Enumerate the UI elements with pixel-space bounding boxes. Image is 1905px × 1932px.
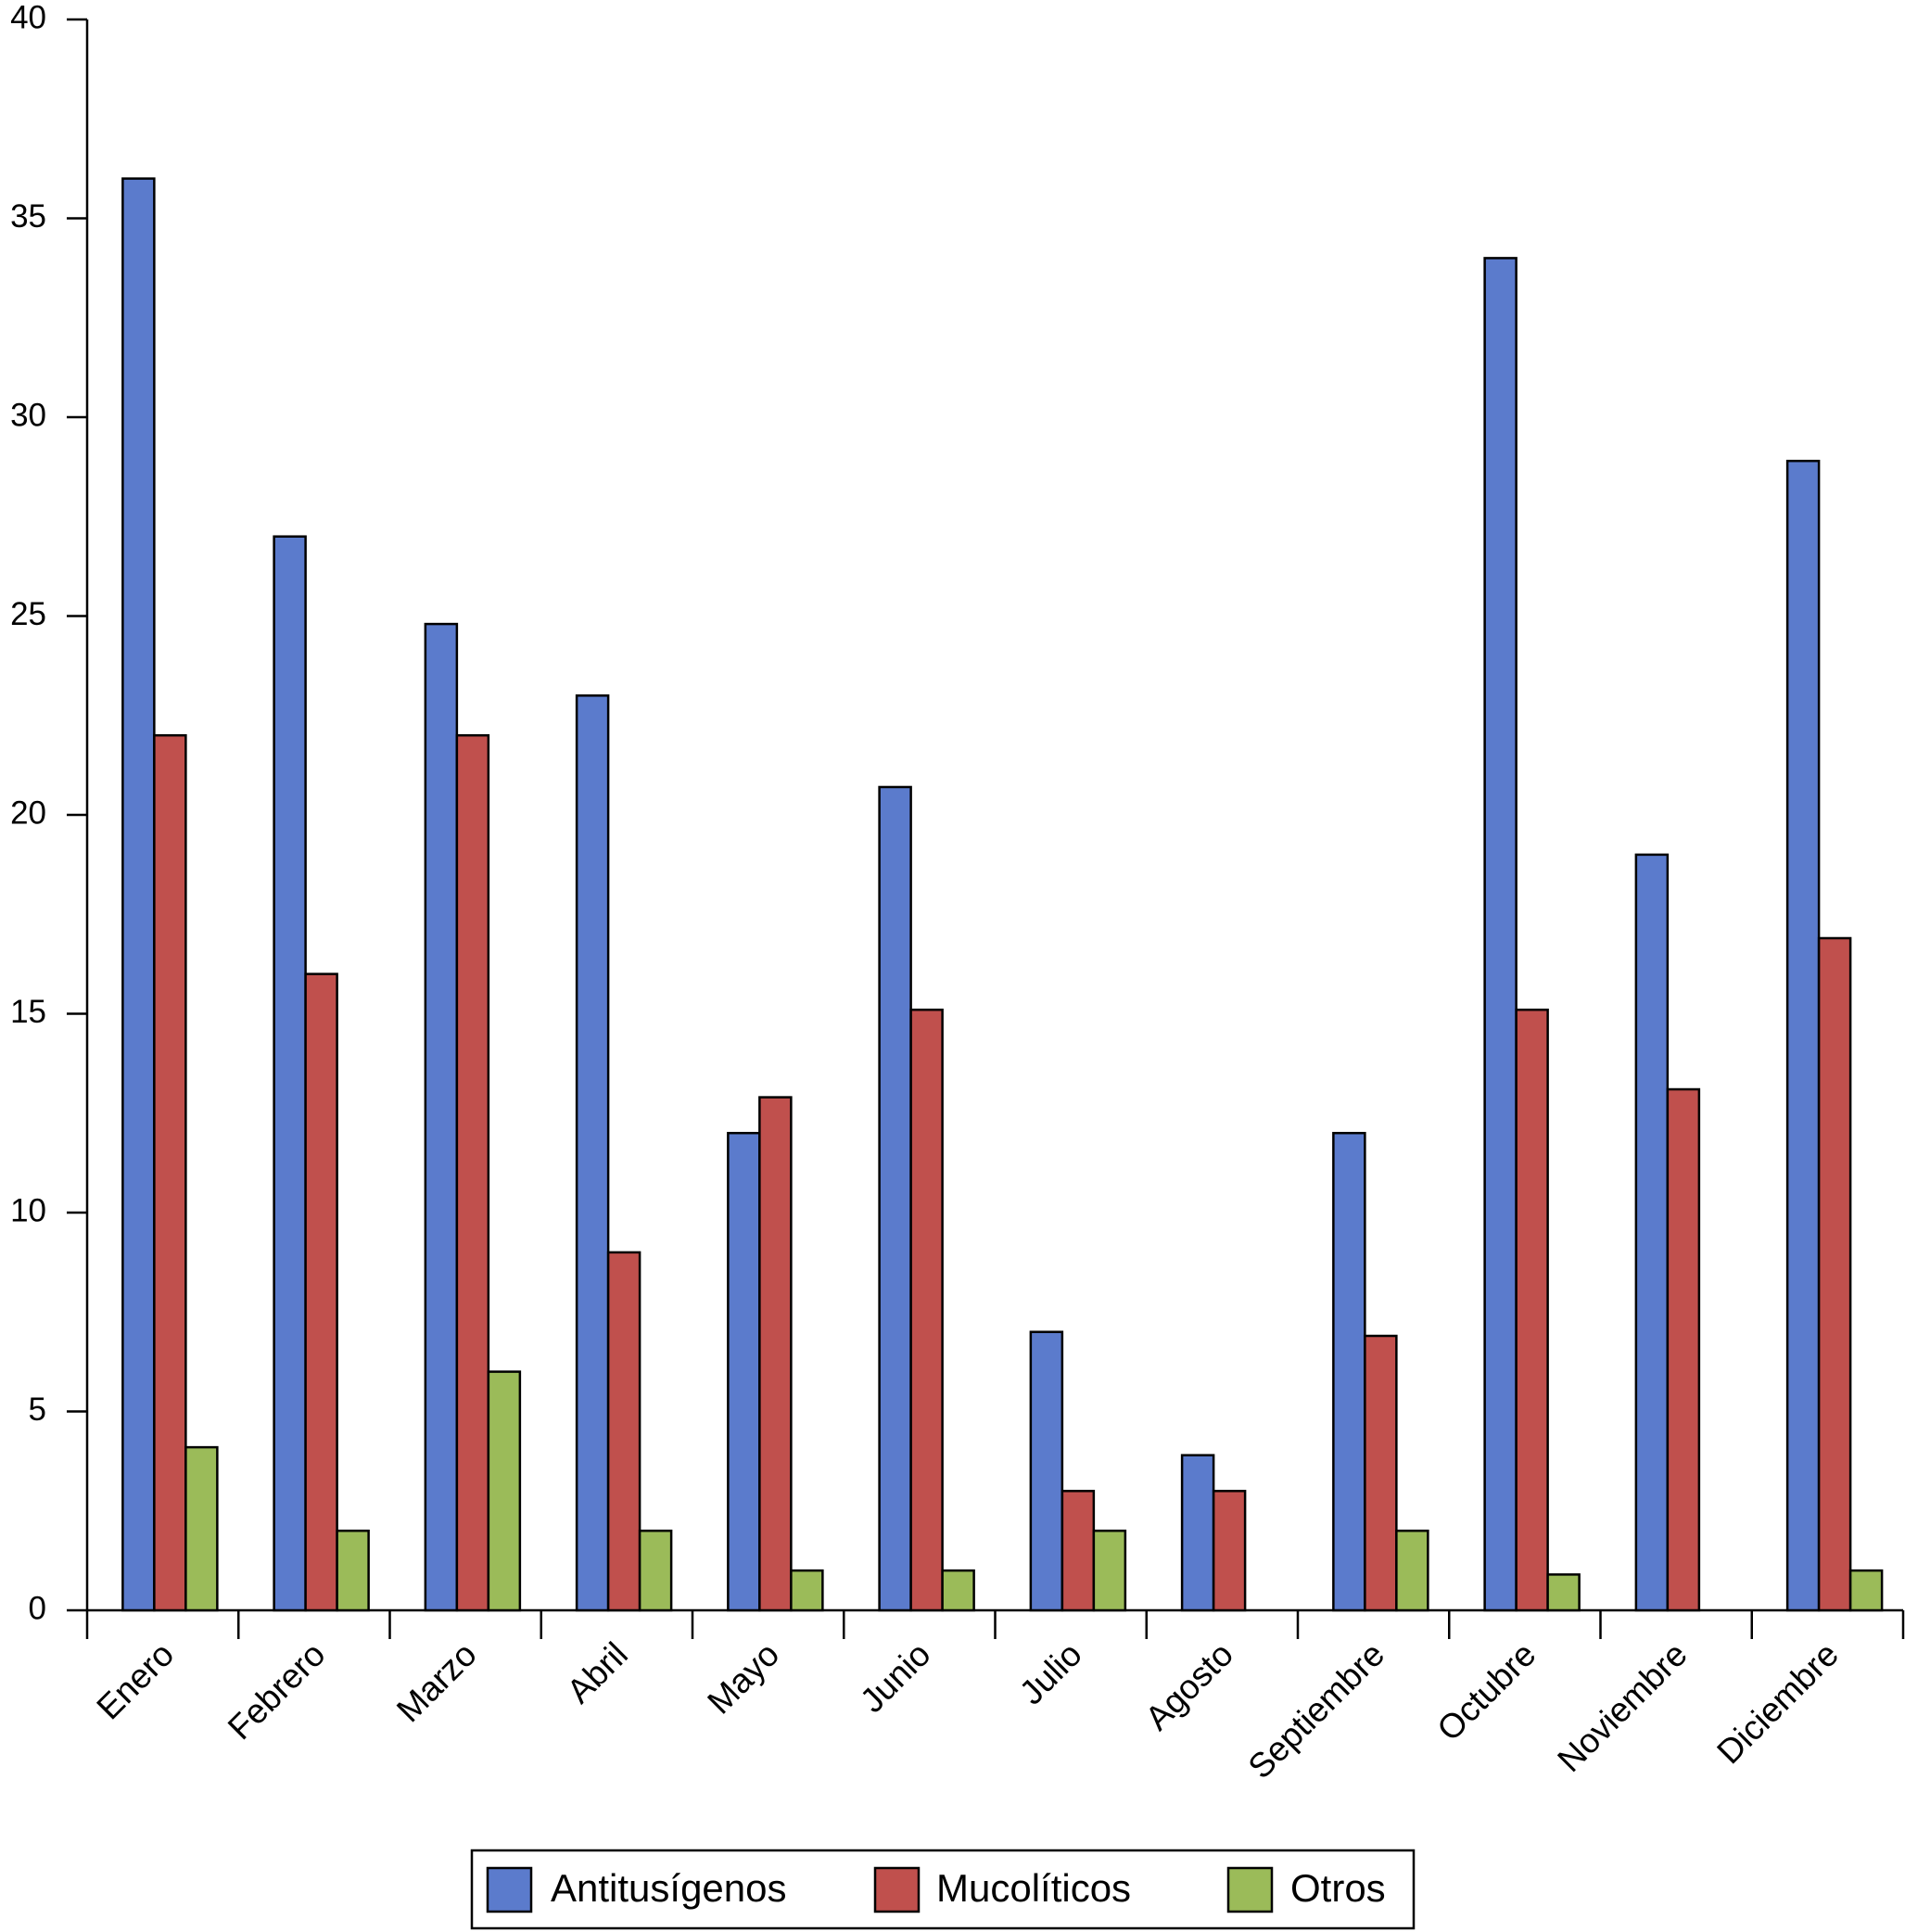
bar <box>1395 1529 1429 1612</box>
y-tick-label: 35 <box>10 198 46 235</box>
bar <box>790 1569 824 1612</box>
bar <box>1785 459 1821 1612</box>
y-tick-label: 0 <box>29 1590 46 1626</box>
x-tick-label: Junio <box>853 1635 938 1721</box>
x-tick-label: Noviembre <box>1550 1635 1694 1779</box>
x-tick-label: Mayo <box>700 1635 786 1722</box>
bar <box>1848 1569 1884 1612</box>
y-tick-label: 10 <box>10 1192 46 1228</box>
x-tick-label: Septiembre <box>1240 1635 1391 1786</box>
legend-swatch <box>1226 1866 1274 1913</box>
bar <box>1212 1490 1247 1612</box>
x-tick-label: Enero <box>89 1635 181 1727</box>
bar <box>1180 1454 1215 1612</box>
y-tick-label: 5 <box>29 1392 46 1428</box>
bar <box>878 785 912 1612</box>
x-tick-label: Agosto <box>1138 1635 1240 1737</box>
bar <box>1817 936 1852 1612</box>
y-tick-label: 40 <box>10 0 46 35</box>
legend-label: Antitusígenos <box>551 1866 787 1910</box>
bar <box>1666 1087 1701 1612</box>
bar <box>606 1251 641 1612</box>
bar <box>1634 853 1670 1612</box>
y-tick-label: 25 <box>10 596 46 632</box>
bar <box>184 1445 219 1612</box>
x-tick-label: Abril <box>560 1635 635 1710</box>
bar <box>1364 1334 1398 1612</box>
bar <box>758 1096 793 1612</box>
bar <box>1029 1330 1064 1612</box>
bar <box>273 535 307 1612</box>
bar <box>336 1529 370 1612</box>
x-tick-label: Diciembre <box>1709 1635 1846 1772</box>
bar <box>424 622 459 1612</box>
legend-label: Mucolíticos <box>936 1866 1131 1910</box>
legend-swatch <box>873 1866 921 1913</box>
bar <box>153 733 187 1612</box>
bar <box>575 694 610 1612</box>
bar <box>1060 1490 1096 1612</box>
y-tick-label: 15 <box>10 994 46 1030</box>
bar <box>1092 1529 1127 1612</box>
bar <box>909 1008 944 1612</box>
bar <box>304 972 338 1612</box>
bar <box>941 1569 975 1612</box>
bar <box>455 733 490 1612</box>
bar <box>121 177 156 1612</box>
x-tick-label: Marzo <box>389 1635 484 1730</box>
bar <box>638 1529 673 1612</box>
legend-label: Otros <box>1290 1866 1386 1910</box>
y-tick-label: 20 <box>10 794 46 831</box>
bar <box>1483 257 1518 1612</box>
bar <box>727 1131 761 1612</box>
x-tick-label: Octubre <box>1429 1635 1543 1748</box>
bar <box>1515 1008 1549 1612</box>
x-tick-label: Febrero <box>221 1635 333 1748</box>
y-tick-label: 30 <box>10 397 46 433</box>
bar <box>1546 1573 1581 1612</box>
bar <box>487 1370 522 1612</box>
legend-swatch <box>486 1866 533 1913</box>
bar <box>1332 1131 1366 1612</box>
x-tick-label: Julio <box>1012 1635 1089 1712</box>
